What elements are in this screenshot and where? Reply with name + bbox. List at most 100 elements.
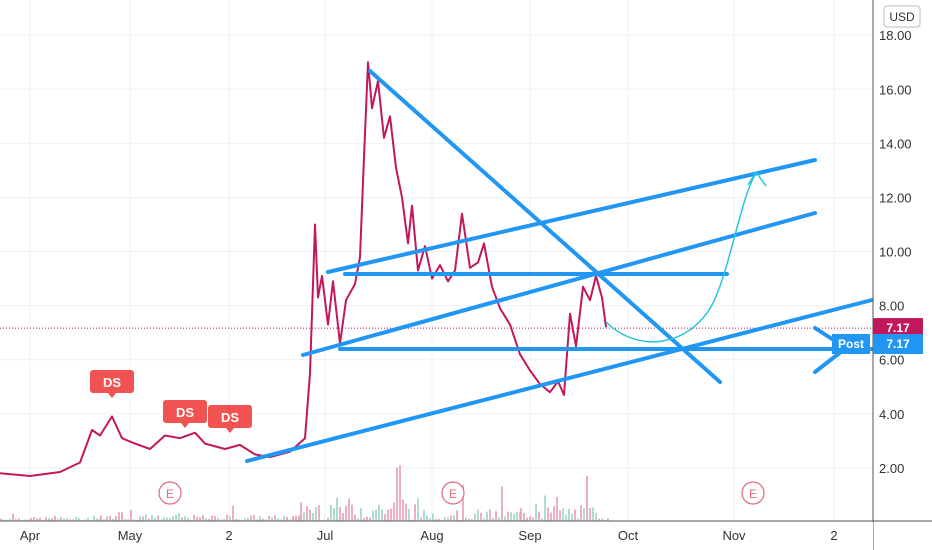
volume-bar <box>465 517 467 521</box>
volume-bars <box>0 465 609 521</box>
y-tick-label: 8.00 <box>879 299 904 314</box>
volume-bar <box>366 516 368 521</box>
volume-bar <box>184 516 186 521</box>
channel-mid-line[interactable] <box>301 211 817 357</box>
volume-bar <box>300 502 302 521</box>
trend-drawings[interactable] <box>245 69 874 463</box>
dividend-badge[interactable]: DS <box>208 405 252 433</box>
volume-bar <box>283 516 285 521</box>
volume-bar <box>447 517 449 521</box>
volume-bar <box>256 519 258 521</box>
volume-bar <box>574 509 576 521</box>
price-scale-background[interactable] <box>873 0 932 522</box>
trendline-falling[interactable] <box>368 69 722 384</box>
volume-bar <box>363 517 365 521</box>
time-scale-background[interactable] <box>0 522 873 550</box>
dividend-badge-label: DS <box>103 375 121 390</box>
volume-bar <box>315 507 317 521</box>
volume-bar <box>309 509 311 521</box>
volume-bar <box>181 517 183 521</box>
volume-bar <box>462 484 464 521</box>
volume-bar <box>124 518 126 521</box>
channel-bottom-line[interactable] <box>245 298 874 463</box>
volume-bar <box>78 517 80 521</box>
x-tick-label: Oct <box>618 528 639 543</box>
volume-bar <box>69 519 71 521</box>
volume-bar <box>565 514 567 521</box>
volume-bar <box>318 505 320 521</box>
volume-bar <box>205 518 207 521</box>
price-series-line <box>0 61 607 477</box>
volume-bar <box>24 519 26 521</box>
last-price-label: 7.17 <box>873 318 923 339</box>
volume-bar <box>526 517 528 521</box>
volume-bar <box>226 514 228 521</box>
volume-bar <box>393 502 395 521</box>
volume-bar <box>577 518 579 521</box>
x-tick-label: 2 <box>225 528 232 543</box>
volume-bar <box>516 511 518 521</box>
volume-bar <box>109 515 111 521</box>
volume-bar <box>42 519 44 521</box>
x-tick-label: Nov <box>722 528 746 543</box>
volume-bar <box>175 515 177 521</box>
volume-bar <box>477 509 479 521</box>
x-tick-label: Jul <box>317 528 334 543</box>
volume-bar <box>559 510 561 521</box>
volume-bar <box>345 505 347 521</box>
volume-bar <box>544 495 546 521</box>
volume-bar <box>235 518 237 521</box>
y-tick-label: 6.00 <box>879 353 904 368</box>
volume-bar <box>220 519 222 521</box>
volume-bar <box>357 518 359 521</box>
volume-bar <box>390 508 392 521</box>
volume-bar <box>280 519 282 521</box>
volume-bar <box>265 519 267 521</box>
channel-top-line[interactable] <box>326 158 817 274</box>
dividend-badge[interactable]: DS <box>163 400 207 428</box>
volume-bar <box>268 516 270 521</box>
volume-bar <box>375 509 377 521</box>
volume-bar <box>63 518 65 521</box>
volume-bar <box>289 519 291 521</box>
earnings-marker[interactable]: E <box>441 481 465 505</box>
volume-bar <box>471 518 473 521</box>
volume-bar <box>15 519 17 521</box>
volume-bar <box>324 519 326 521</box>
dividend-badge[interactable]: DS <box>90 370 134 398</box>
volume-bar <box>39 517 41 521</box>
volume-bar <box>57 518 59 521</box>
volume-bar <box>589 508 591 521</box>
volume-bar <box>553 506 555 521</box>
currency-label[interactable]: USD <box>883 5 921 28</box>
volume-bar <box>438 519 440 521</box>
volume-bar <box>417 498 419 521</box>
volume-bar <box>381 509 383 521</box>
volume-bar <box>112 518 114 521</box>
volume-bar <box>507 511 509 521</box>
volume-bar <box>208 518 210 521</box>
volume-bar <box>27 519 29 521</box>
volume-bar <box>214 515 216 521</box>
volume-bar <box>351 504 353 521</box>
volume-bar <box>154 517 156 521</box>
volume-bar <box>196 516 198 521</box>
volume-bar <box>0 518 2 521</box>
earnings-marker-label: E <box>166 487 174 501</box>
volume-bar <box>312 513 314 521</box>
earnings-marker[interactable]: E <box>158 481 182 505</box>
projection-curve[interactable] <box>605 172 757 343</box>
volume-bar <box>459 519 461 521</box>
volume-bar <box>513 513 515 521</box>
volume-bar <box>151 515 153 521</box>
earnings-marker[interactable]: E <box>741 481 765 505</box>
volume-bar <box>483 518 485 521</box>
volume-bar <box>199 517 201 521</box>
volume-bar <box>87 517 89 521</box>
volume-bar <box>354 514 356 521</box>
volume-bar <box>247 517 249 521</box>
volume-bar <box>601 517 603 521</box>
volume-bar <box>339 507 341 521</box>
